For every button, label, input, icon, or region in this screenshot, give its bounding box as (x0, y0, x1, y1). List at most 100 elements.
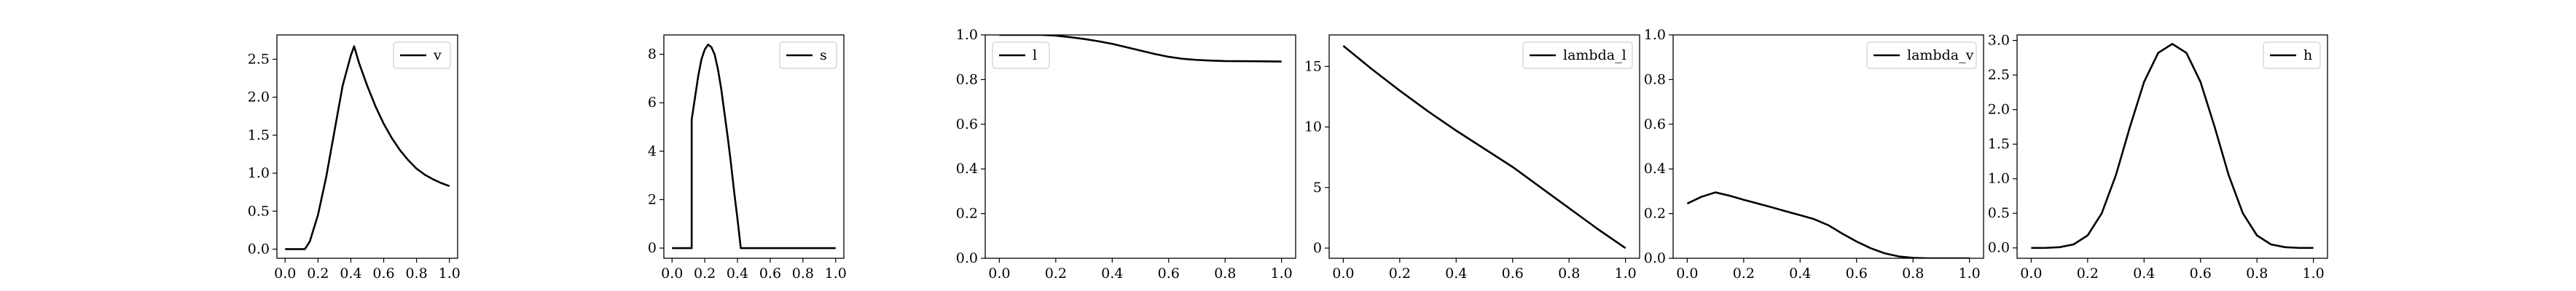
x-tick-label: 0.4 (1101, 266, 1123, 282)
y-tick-label: 0 (1313, 240, 1322, 256)
y-tick-label: 0 (648, 240, 657, 256)
y-tick-label: 0.8 (956, 71, 978, 87)
y-tick-label: 6 (648, 95, 657, 111)
legend: lambda_v (1866, 41, 1977, 69)
y-tick-label: 2.0 (1988, 102, 2010, 118)
x-tick-label: 0.2 (1389, 266, 1411, 282)
x-tick-label: 0.4 (2133, 266, 2155, 282)
x-tick-label: 1.0 (439, 266, 461, 282)
x-tick-label: 0.6 (1502, 266, 1524, 282)
x-tick-label: 1.0 (1271, 266, 1293, 282)
y-tick-label: 0.4 (1644, 161, 1666, 177)
y-tick-label: 5 (1313, 180, 1322, 196)
x-tick-label: 0.8 (1902, 266, 1924, 282)
subplot-6: 0.0 0.2 0.4 0.6 0.8 1.0 0.0 0.5 1.0 1.5 2.0 2.5 3.0 h (1988, 33, 2328, 282)
x-tick-label: 0.8 (792, 266, 814, 282)
axes-frame (1328, 34, 1640, 259)
y-tick-label: 1.5 (1988, 136, 2010, 152)
y-tick-label: 2.5 (248, 51, 270, 67)
x-tick-label: 0.8 (1214, 266, 1236, 282)
legend-label: v (433, 47, 442, 63)
subplot-4: 0.0 0.2 0.4 0.6 0.8 1.0 0 5 10 15 lambda_l (1304, 34, 1640, 282)
y-tick-label: 1.0 (248, 165, 270, 181)
y-tick-label: 2.0 (248, 89, 270, 105)
subplot-5: 0.0 0.2 0.4 0.6 0.8 1.0 0.0 0.2 0.4 0.6 0.8 1.0 lamb… (1644, 27, 1984, 282)
y-tick-label: 8 (648, 47, 657, 63)
axes-frame (1672, 34, 1984, 259)
series-line-s (672, 44, 836, 250)
y-tick-label: 3.0 (1988, 33, 2010, 49)
legend: h (2263, 41, 2321, 69)
y-tick-label: 2.5 (1988, 67, 2010, 83)
x-tick-label: 1.0 (2303, 266, 2325, 282)
x-tick-label: 0.2 (1045, 266, 1067, 282)
axes-frame (984, 34, 1296, 259)
x-tick-label: 0.4 (1789, 266, 1811, 282)
y-tick-label: 0.4 (956, 161, 978, 177)
x-tick-label: 1.0 (1959, 266, 1981, 282)
x-tick-label: 0.0 (274, 266, 296, 282)
x-tick-label: 0.0 (1332, 266, 1354, 282)
legend: lambda_l (1522, 41, 1633, 69)
x-tick-label: 0.0 (2020, 266, 2042, 282)
x-tick-label: 1.0 (825, 266, 847, 282)
axes-frame (276, 34, 458, 259)
y-tick-label: 1.0 (1988, 171, 2010, 187)
subplot-1: 0.0 0.2 0.4 0.6 0.8 1.0 0.0 0.5 1.0 1.5 2.0 2.5 v (248, 34, 461, 282)
legend: l (992, 41, 1050, 69)
x-tick-label: 0.2 (1733, 266, 1755, 282)
series-line-lambda_v (1686, 191, 1970, 258)
x-tick-label: 0.4 (727, 266, 748, 282)
legend-label: lambda_l (1563, 47, 1626, 63)
x-tick-label: 0.6 (2190, 266, 2212, 282)
legend-label: h (2303, 47, 2312, 63)
y-tick-label: 0.8 (1644, 71, 1666, 87)
legend: s (779, 41, 837, 69)
series-line-l (999, 35, 1282, 63)
x-tick-label: 0.2 (694, 266, 716, 282)
y-tick-label: 0.5 (1988, 205, 2010, 221)
y-tick-label: 0.0 (1988, 240, 2010, 256)
y-tick-label: 10 (1304, 119, 1322, 135)
y-tick-label: 0.2 (1644, 206, 1666, 222)
x-tick-label: 0.8 (406, 266, 428, 282)
x-tick-label: 0.4 (340, 266, 361, 282)
x-tick-label: 0.8 (2246, 266, 2268, 282)
legend: v (393, 41, 451, 69)
x-tick-label: 0.8 (1558, 266, 1580, 282)
x-tick-label: 0.6 (372, 266, 394, 282)
series-line-v (285, 45, 450, 250)
y-tick-label: 15 (1304, 58, 1322, 74)
x-tick-label: 0.6 (1158, 266, 1180, 282)
y-tick-label: 0.0 (956, 250, 978, 266)
legend-box (1522, 41, 1633, 69)
y-tick-label: 1.5 (248, 127, 270, 143)
y-tick-label: 0.0 (1644, 250, 1666, 266)
y-tick-label: 0.2 (956, 206, 978, 222)
subplot-2: 0.0 0.2 0.4 0.6 0.8 1.0 0 2 4 6 8 s (648, 34, 847, 282)
x-tick-label: 0.0 (661, 266, 683, 282)
y-tick-label: 0.0 (248, 241, 270, 257)
y-tick-label: 0.6 (1644, 116, 1666, 132)
x-tick-label: 1.0 (1615, 266, 1637, 282)
x-tick-label: 0.0 (988, 266, 1010, 282)
axes-frame (663, 34, 845, 259)
y-tick-label: 2 (648, 191, 657, 207)
y-tick-label: 4 (648, 143, 657, 159)
series-line-lambda_l (1342, 44, 1626, 250)
y-tick-label: 1.0 (956, 27, 978, 43)
x-tick-label: 0.2 (307, 266, 329, 282)
subplot-3: 0.0 0.2 0.4 0.6 0.8 1.0 0.0 0.2 0.4 0.6 0.8 1.0 l (956, 27, 1296, 282)
y-tick-label: 1.0 (1644, 27, 1666, 43)
axes-frame (2016, 34, 2328, 259)
legend-label: lambda_v (1907, 47, 1974, 63)
legend-label: s (820, 47, 827, 63)
x-tick-label: 0.6 (1846, 266, 1868, 282)
series-line-h (2031, 43, 2314, 250)
x-tick-label: 0.0 (1676, 266, 1698, 282)
legend-label: l (1033, 47, 1037, 63)
subplots: 0.0 0.2 0.4 0.6 0.8 1.0 0.0 0.5 1.0 1.5 2.0 2.5 v 0.0… (248, 27, 2328, 282)
legend-box (1866, 41, 1977, 69)
x-tick-label: 0.4 (1445, 266, 1467, 282)
